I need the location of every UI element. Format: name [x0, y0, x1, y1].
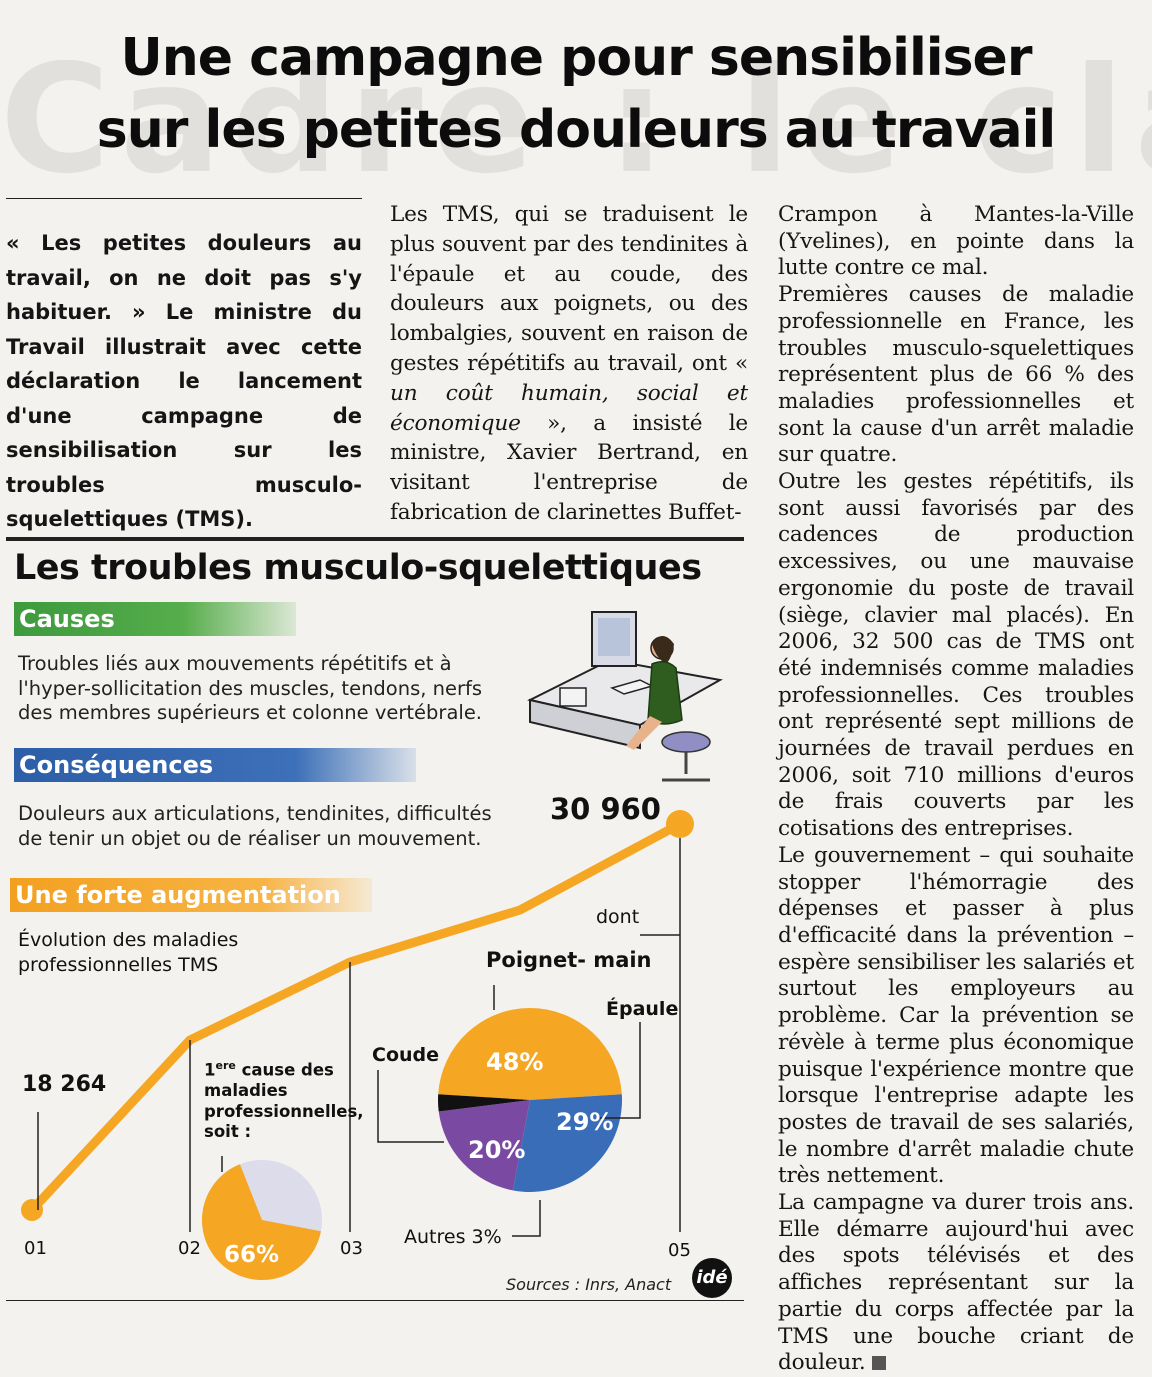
office-worker-illustration: [527, 611, 723, 782]
label-poignet-main: Poignet- main: [486, 948, 652, 972]
end-mark-icon: [871, 1356, 886, 1371]
curve-start-dot: [21, 1199, 43, 1221]
causes-text: Troubles liés aux mouvements répétitifs …: [18, 652, 483, 724]
pie-slice-epaule: [512, 1094, 622, 1193]
augmentation-header-bar: Une forte augmentation: [10, 878, 372, 912]
headline: Une campagne pour sensibiliser sur les p…: [0, 22, 1152, 166]
pie-slice-poignet-main: [438, 1007, 622, 1100]
background-ghost-text: Cadre : le cla: [0, 60, 1152, 180]
label-autres: Autres 3%: [404, 1226, 502, 1248]
col3-paragraph-5: La campagne va durer trois ans. Elle dém…: [778, 1190, 1134, 1377]
x-tick-02: 02: [178, 1238, 201, 1259]
lede-paragraph: « Les petites douleurs au travail, on ne…: [6, 231, 362, 531]
woman-legs: [626, 716, 662, 750]
consequences-text: Douleurs aux articulations, tendinites, …: [18, 802, 492, 850]
sources-credit: Sources : Inrs, Anact: [506, 1275, 672, 1294]
curve-end-dot: [666, 810, 694, 838]
col3-paragraph-3: Outre les gestes répétitifs, ils sont au…: [778, 469, 1134, 842]
value-label-18264: 18 264: [22, 1072, 107, 1097]
ide-logo: idé: [692, 1258, 732, 1298]
label-epaule: Épaule: [606, 998, 679, 1020]
lede-top-rule: [6, 198, 362, 199]
col3-paragraph-2: Premières causes de maladie professionne…: [778, 282, 1134, 468]
phone: [559, 687, 587, 707]
pie-label-48: 48%: [486, 1048, 543, 1076]
col3-paragraph-1: Crampon à Mantes-la-Ville (Yvelines), en…: [778, 202, 1134, 281]
tms-infographic-graphics: 48% 29% 20% 66%: [21, 611, 723, 1280]
desk-front: [529, 698, 641, 750]
first-cause-num: 1: [204, 1060, 216, 1080]
evolution-label: Évolution des maladies professionnelles …: [18, 929, 239, 976]
causes-header-bar: Causes: [14, 602, 296, 636]
pie-slice-autres: [438, 1094, 530, 1112]
consequences-header-bar: Conséquences: [14, 748, 416, 782]
first-cause-sup: ere: [215, 1059, 236, 1072]
dont-label: dont: [596, 906, 640, 928]
x-tick-01: 01: [24, 1238, 47, 1259]
pie-label-20: 20%: [468, 1136, 525, 1164]
pie-slice-coude: [438, 1100, 530, 1191]
headline-line-1: Une campagne pour sensibiliser: [120, 28, 1033, 88]
pie-66-percent: [202, 1160, 322, 1280]
col2-quote: un coût humain, social et économique: [390, 380, 748, 436]
infographic-title: Les troubles musculo-squelettiques: [14, 548, 702, 588]
col2-text-a: Les TMS, qui se traduisent le plus souve…: [390, 202, 748, 376]
pie-label-29: 29%: [556, 1108, 613, 1136]
infographic-top-rule: [6, 537, 744, 541]
col3-paragraph-5-text: La campagne va durer trois ans. Elle dém…: [778, 1190, 1134, 1376]
leader-coude: [377, 1070, 444, 1143]
woman-hair: [652, 636, 674, 664]
pie-distribution: [438, 1007, 622, 1193]
pie-66-slice: [202, 1164, 321, 1280]
article-column-2: Les TMS, qui se traduisent le plus souve…: [390, 200, 748, 528]
bottom-rule: [6, 1300, 744, 1301]
leader-epaule: [600, 1022, 641, 1119]
leader-autres: [512, 1200, 541, 1237]
x-tick-05: 05: [668, 1240, 691, 1261]
first-cause-text: cause des maladies professionnelles, soi…: [204, 1060, 364, 1142]
headline-line-2: sur les petites douleurs au travail: [96, 100, 1056, 160]
first-cause-label: 1ere cause des maladies professionnelles…: [204, 1056, 364, 1143]
article-column-3: Crampon à Mantes-la-Ville (Yvelines), en…: [778, 202, 1134, 1377]
chair-seat: [661, 731, 711, 753]
woman-body: [647, 661, 683, 725]
x-tick-03: 03: [340, 1238, 363, 1259]
pie-label-66: 66%: [224, 1242, 279, 1268]
monitor-screen: [598, 618, 630, 656]
col2-text-b: », a insisté le ministre, Xavier Bertran…: [390, 410, 748, 525]
label-coude: Coude: [372, 1044, 440, 1066]
col3-paragraph-4: Le gouvernement – qui souhaite stopper l…: [778, 842, 1134, 1189]
value-label-30960: 30 960: [550, 792, 661, 826]
